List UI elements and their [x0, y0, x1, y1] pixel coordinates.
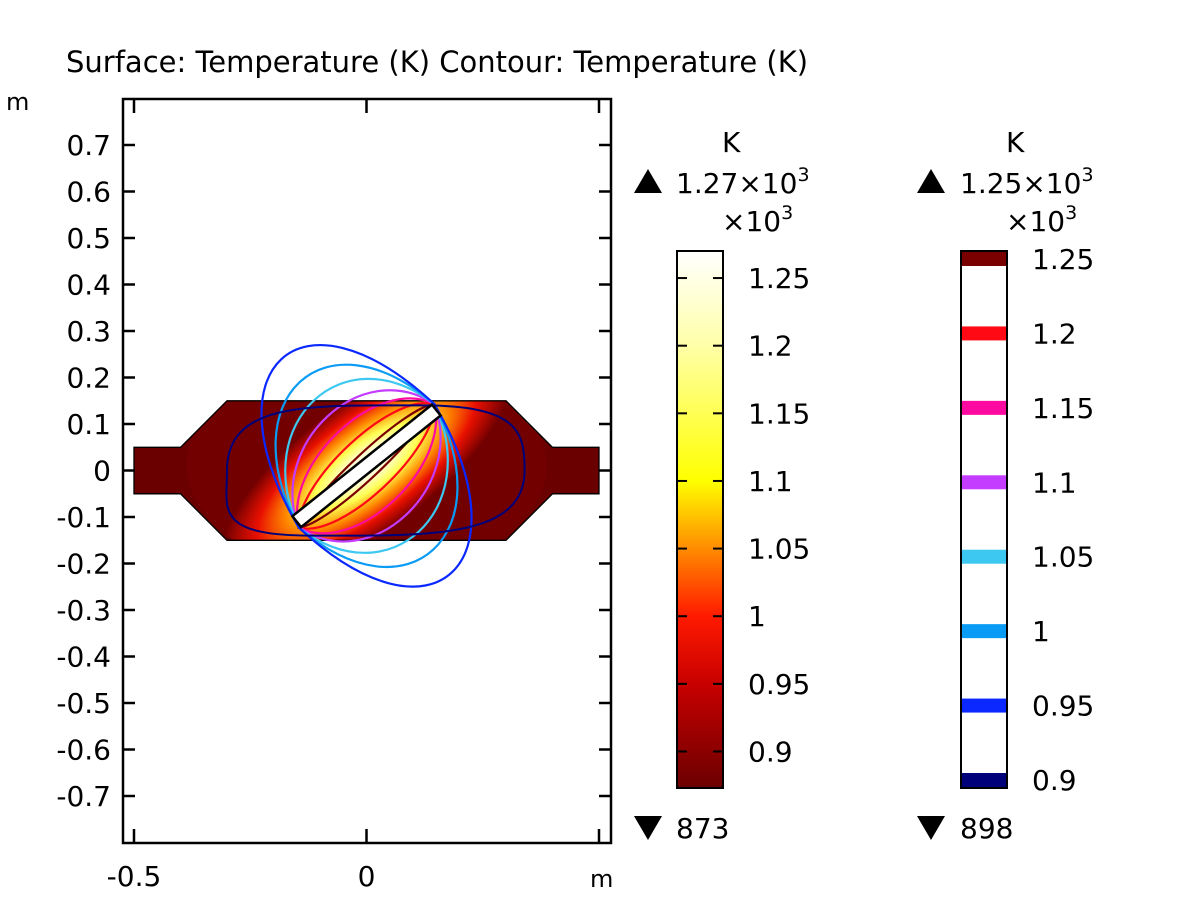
surface-colorbar-strip [676, 250, 724, 789]
surface-min-label: 873 [676, 812, 729, 845]
contour-level-swatch [962, 326, 1006, 341]
x-axis-ticks: -0.5 0 [107, 99, 601, 893]
contour-legend-strip [960, 250, 1008, 789]
y-tick-label: -0.1 [56, 501, 111, 534]
contour-level-swatch [962, 773, 1006, 787]
y-tick-label: 0.4 [66, 269, 111, 302]
surface-exponent-label: ×103 [722, 202, 793, 238]
surface-tick-label: 1.25 [748, 262, 810, 295]
domain-outline [133, 400, 600, 541]
contour-level-label: 1.1 [1032, 466, 1077, 499]
y-tick-label: -0.5 [56, 687, 111, 720]
surface-tick-label: 0.9 [748, 735, 793, 768]
surface-tick-label: 0.95 [748, 668, 810, 701]
surface-tick-label: 1.2 [748, 330, 793, 363]
y-tick-label: 0.6 [66, 176, 111, 209]
contour-max-mantissa: 1.25×10 [960, 167, 1081, 200]
contour-level-swatch [962, 400, 1006, 415]
contour-max-power: 3 [1081, 164, 1093, 186]
y-tick-label: -0.6 [56, 734, 111, 767]
contour-legend: K 1.25×103 ×103 1.251.21.151.11.0510.950… [917, 126, 1094, 845]
surface-max-power: 3 [797, 164, 809, 186]
y-tick-label: 0.7 [66, 129, 111, 162]
y-tick-label: 0.1 [66, 408, 111, 441]
y-tick-label: -0.3 [56, 594, 111, 627]
contour-exponent-power: 3 [1065, 202, 1077, 224]
contour-level-swatch [962, 698, 1006, 713]
surface-colorbar: K 1.27×103 ×103 1.251.21.151.11.0510.950… [634, 126, 810, 845]
contour-max-label: 1.25×103 [960, 164, 1094, 200]
contour-level-swatch [962, 252, 1006, 266]
surface-exponent-power: 3 [781, 202, 793, 224]
y-axis-unit: m [6, 88, 29, 116]
x-tick-label: -0.5 [107, 860, 162, 893]
contour-level-label: 1 [1032, 615, 1050, 648]
surface-colorbar-unit: K [722, 126, 741, 159]
contour-level-label: 1.25 [1032, 243, 1094, 276]
contour-min-label: 898 [960, 812, 1013, 845]
contour-exponent-label: ×103 [1006, 202, 1077, 238]
max-triangle-icon [634, 169, 662, 193]
contour-level-label: 0.9 [1032, 764, 1077, 797]
contour-exponent-base: ×10 [1006, 205, 1065, 238]
plot-title: Surface: Temperature (K) Contour: Temper… [66, 45, 808, 79]
contour-min-triangle-icon [917, 816, 945, 840]
heater-plate [290, 402, 443, 529]
y-tick-label: 0.5 [66, 222, 111, 255]
y-tick-label: 0.3 [66, 315, 111, 348]
surface-max-label: 1.27×103 [676, 164, 810, 200]
y-tick-label: -0.2 [56, 548, 111, 581]
y-tick-label: 0.2 [66, 362, 111, 395]
contour-line [225, 404, 526, 537]
surface-colorbar-ticks: 1.25 1.2 1.15 1.1 1.05 1 0.95 0.9 [677, 262, 810, 768]
contour-legend-levels: 1.25 1.2 1.15 1.1 1.05 1 0.95 0.9 [962, 243, 1094, 797]
y-axis-ticks: 0.7 0.6 0.5 0.4 0.3 0.2 0.1 0 -0.1 -0.2 -0.3 -0.4 -0… [56, 129, 611, 813]
surface-tick-label: 1 [748, 600, 766, 633]
contour-lines [225, 344, 526, 588]
surface-max-mantissa: 1.27×10 [676, 167, 797, 200]
contour-level-swatch [962, 475, 1006, 490]
contour-level-label: 1.15 [1032, 392, 1094, 425]
surface-tick-label: 1.05 [748, 533, 810, 566]
y-tick-label: -0.7 [56, 780, 111, 813]
contour-level-swatch [962, 549, 1006, 564]
contour-legend-unit: K [1006, 126, 1025, 159]
contour-line [260, 344, 473, 588]
y-tick-label: -0.4 [56, 641, 111, 674]
surface-exponent-base: ×10 [722, 205, 781, 238]
plot-area: 0.70.60.50.40.30.20.10-0.1-0.2-0.3-0.4-0… [6, 88, 613, 893]
contour-level-label: 1.05 [1032, 541, 1094, 574]
y-tick-label: 0 [93, 455, 111, 488]
surface-tick-label: 1.15 [748, 397, 810, 430]
min-triangle-icon [634, 816, 662, 840]
contour-level-swatch [962, 624, 1006, 639]
x-axis-unit: m [590, 865, 613, 893]
contour-max-triangle-icon [917, 169, 945, 193]
contour-level-label: 0.95 [1032, 690, 1094, 723]
x-tick-label: 0 [358, 860, 376, 893]
surface-tick-label: 1.1 [748, 465, 793, 498]
contour-level-label: 1.2 [1032, 317, 1077, 350]
